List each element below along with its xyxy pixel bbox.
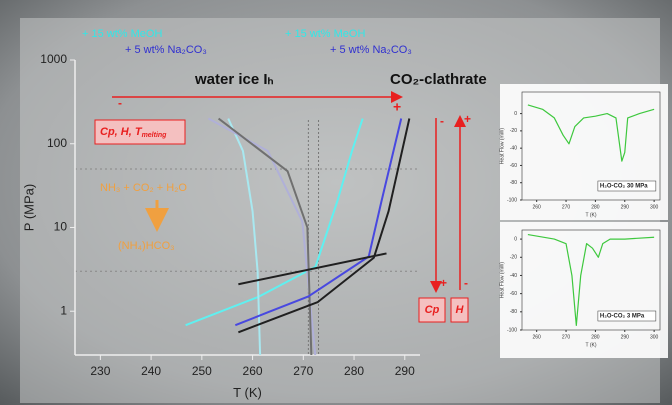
y-tick-label: -40 [510, 273, 517, 279]
x-tick-label: 300 [650, 334, 659, 340]
x-tick-label: 240 [141, 364, 161, 378]
annotation: (NH₄)HCO₃ [118, 240, 175, 252]
y-tick-label: 1 [60, 303, 67, 317]
x-tick-label: 260 [243, 364, 263, 378]
y-tick-label: -100 [507, 327, 517, 333]
x-tick-label: 260 [533, 334, 542, 340]
sign: - [118, 96, 122, 110]
x-tick-label: 290 [621, 334, 630, 340]
inset-panel [500, 84, 668, 220]
x-axis-label: T (K) [585, 212, 596, 218]
y-axis-label: P (MPa) [21, 184, 36, 231]
x-tick-label: 270 [562, 204, 571, 210]
sign: - [464, 276, 468, 290]
x-tick-label: 270 [562, 334, 571, 340]
figure: + 15 wt% MeOH + 5 wt% Na₂CO₃ + 15 wt% Me… [0, 0, 672, 405]
x-tick-label: 290 [395, 364, 415, 378]
annotation: NH₃ + CO₂ + H₂O [100, 182, 187, 194]
annotation: CO₂-clathrate [390, 71, 487, 88]
y-tick-label: -80 [510, 309, 517, 315]
y-tick-label: -40 [510, 145, 517, 151]
annotation: melting [142, 132, 168, 139]
y-tick-label: 0 [514, 236, 517, 242]
annotation: Cp, H, T [100, 126, 143, 138]
inset-panel [500, 222, 668, 358]
x-tick-label: 280 [344, 364, 364, 378]
x-tick-label: 250 [192, 364, 212, 378]
y-tick-label: -60 [510, 163, 517, 169]
y-axis-label: Heat Flow (mW) [499, 128, 505, 164]
x-tick-label: 300 [650, 204, 659, 210]
y-tick-label: 100 [47, 136, 67, 150]
sign: + [440, 276, 447, 290]
x-tick-label: 280 [591, 204, 600, 210]
x-axis-label: T (K) [233, 385, 262, 400]
y-axis-label: Heat Flow (mW) [499, 262, 505, 298]
y-tick-label: 10 [54, 220, 68, 234]
annotation: + 5 wt% Na₂CO₃ [125, 44, 207, 56]
annotation: + 15 wt% MeOH [82, 28, 162, 40]
annotation: + 5 wt% Na₂CO₃ [330, 44, 412, 56]
y-tick-label: -60 [510, 291, 517, 297]
x-tick-label: 260 [533, 204, 542, 210]
x-tick-label: 290 [621, 204, 630, 210]
y-tick-label: -100 [507, 197, 517, 203]
sign: + [464, 112, 471, 126]
x-tick-label: 270 [293, 364, 313, 378]
legend-label: H₂O-CO₂ 3 MPa [600, 314, 645, 320]
sign: - [440, 114, 444, 128]
y-tick-label: -80 [510, 180, 517, 186]
x-tick-label: 230 [90, 364, 110, 378]
legend-label: H₂O-CO₂ 30 MPa [600, 184, 648, 190]
y-tick-label: 0 [514, 111, 517, 117]
x-tick-label: 280 [591, 334, 600, 340]
sign: + [393, 99, 401, 115]
annotation: + 15 wt% MeOH [285, 28, 365, 40]
annotation: Cp [425, 304, 440, 316]
y-tick-label: -20 [510, 128, 517, 134]
y-tick-label: 1000 [40, 52, 67, 66]
annotation: water ice Iₕ [194, 71, 274, 88]
y-tick-label: -20 [510, 255, 517, 261]
x-axis-label: T (K) [585, 342, 596, 348]
annotation: H [456, 304, 465, 316]
